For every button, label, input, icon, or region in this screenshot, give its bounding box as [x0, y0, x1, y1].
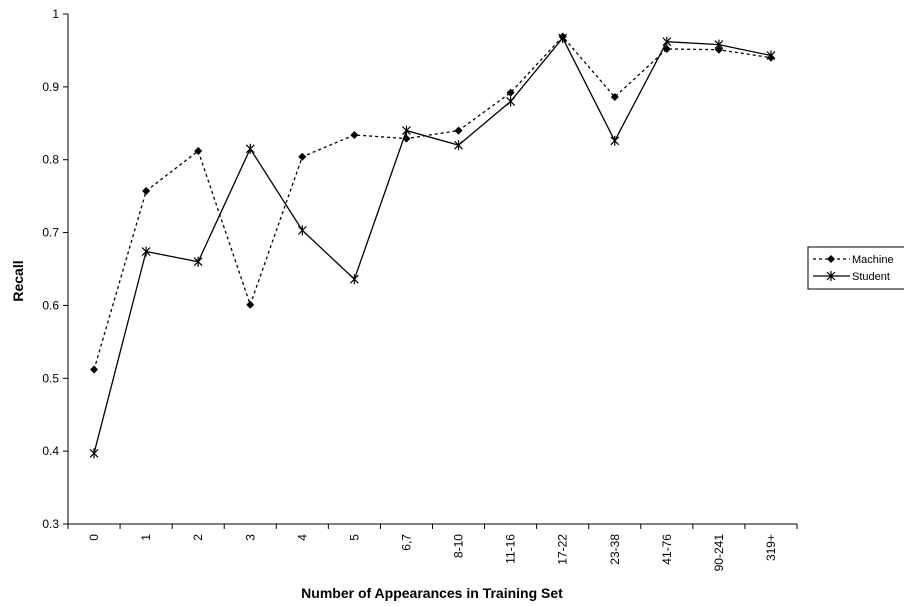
- x-tick-label: 11-16: [504, 534, 518, 564]
- x-tick-label: 8-10: [452, 534, 466, 558]
- student-point: [245, 143, 255, 154]
- x-tick-label: 3: [243, 534, 257, 541]
- legend-label: Student: [852, 271, 890, 283]
- machine-point: [350, 130, 359, 139]
- x-tick-label: 5: [347, 534, 361, 541]
- x-tick-label: 6,7: [399, 534, 413, 551]
- legend-entry-machine: Machine: [813, 254, 894, 266]
- student-point: [297, 225, 307, 236]
- student-point: [506, 96, 516, 107]
- y-axis-title: Recall: [10, 260, 26, 301]
- x-axis-title: Number of Appearances in Training Set: [301, 585, 563, 601]
- y-tick-label: 0.3: [42, 517, 59, 531]
- machine-point: [142, 187, 151, 196]
- x-tick-label: 23-38: [608, 534, 622, 565]
- legend-entry-student: Student: [813, 271, 890, 283]
- student-point: [766, 50, 776, 61]
- y-axis-ticks: 0.3 0.4 0.5 0.6 0.7 0.8 0.9 1: [42, 7, 68, 531]
- machine-point: [194, 146, 203, 155]
- machine-point: [298, 152, 307, 161]
- y-tick-label: 1: [52, 7, 59, 21]
- student-point: [349, 274, 359, 285]
- series-student: [89, 33, 776, 459]
- x-tick-label: 17-22: [556, 534, 570, 565]
- x-tick-label: 90-241: [712, 534, 726, 572]
- series-line-student: [93, 36, 772, 454]
- legend-box: [807, 246, 904, 290]
- y-tick-label: 0.6: [42, 298, 59, 312]
- student-point: [826, 271, 836, 281]
- x-tick-label: 2: [191, 534, 205, 541]
- machine-point: [90, 365, 99, 374]
- y-tick-label: 0.4: [42, 444, 59, 458]
- machine-point: [714, 45, 723, 54]
- legend-label: Machine: [852, 254, 894, 266]
- x-tick-label: 1: [139, 534, 153, 541]
- series-layer: [89, 32, 776, 459]
- student-point: [454, 140, 463, 151]
- x-tick-label: 41-76: [660, 534, 674, 565]
- machine-point: [454, 126, 463, 135]
- student-point: [558, 33, 568, 44]
- x-tick-label: 4: [295, 534, 309, 541]
- y-tick-label: 0.7: [42, 226, 59, 240]
- student-point: [193, 256, 203, 267]
- axes: [67, 14, 797, 525]
- student-point: [89, 448, 99, 459]
- student-point: [714, 39, 724, 50]
- legend: Machine Student: [807, 246, 904, 290]
- student-point: [141, 246, 151, 257]
- machine-point: [610, 93, 619, 102]
- y-tick-label: 0.5: [42, 371, 59, 385]
- student-point: [610, 135, 620, 146]
- machine-point: [246, 300, 255, 309]
- student-point: [402, 125, 411, 136]
- student-point: [662, 36, 672, 47]
- x-tick-label: 319+: [764, 534, 778, 561]
- y-tick-label: 0.8: [42, 153, 59, 167]
- machine-point: [827, 255, 835, 263]
- series-machine: [90, 32, 775, 374]
- x-tick-label: 0: [87, 534, 101, 541]
- series-line-machine: [93, 35, 772, 370]
- machine-point: [662, 44, 671, 53]
- machine-point: [506, 88, 515, 97]
- x-axis-ticks: 0 1 2 3 4 5 6,7 8-10 11-16 17-22 23-38 41-76 90-241 3…: [67, 524, 798, 572]
- y-tick-label: 0.9: [42, 80, 59, 94]
